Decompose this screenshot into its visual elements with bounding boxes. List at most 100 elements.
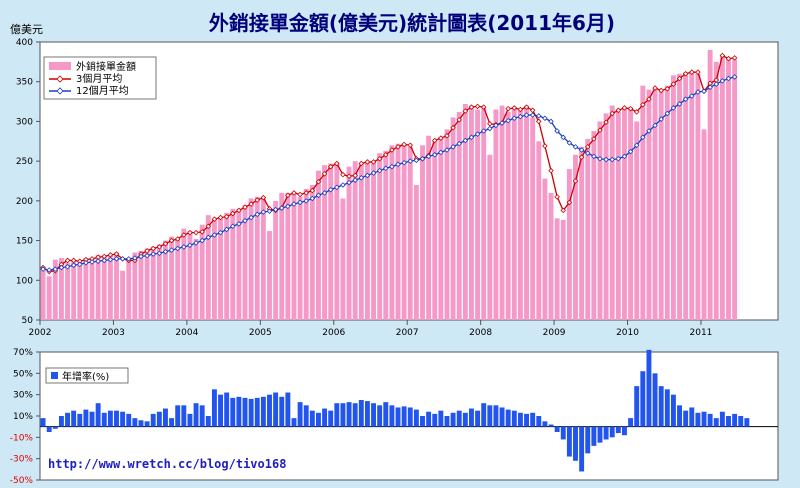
ma12-marker — [389, 163, 395, 170]
ma12-marker — [309, 195, 316, 202]
growth-y-axis: 70% 50% 30% 10% -10% -30% -50% — [10, 348, 40, 486]
export-order-bar — [328, 163, 334, 320]
growth-rate-bar — [554, 426, 560, 432]
ma12-marker — [609, 156, 615, 163]
ma12-marker — [474, 131, 481, 137]
growth-rate-bar — [71, 410, 77, 427]
growth-rate-bar — [517, 412, 523, 427]
export-order-bar — [713, 61, 719, 321]
export-order-bar — [542, 178, 548, 320]
ma12-marker — [187, 242, 193, 249]
ma3-marker — [285, 192, 291, 199]
export-order-bar — [114, 252, 119, 320]
ma3-marker — [689, 69, 695, 75]
growth-rate-bar — [560, 426, 566, 440]
export-order-bar — [615, 111, 621, 321]
growth-rate-bar — [603, 426, 609, 440]
ma3-marker — [615, 107, 622, 114]
growth-rate-bar — [536, 416, 542, 427]
growth-rate-bar — [346, 402, 352, 427]
ma3-marker — [205, 223, 212, 230]
growth-rate-bar — [328, 410, 334, 427]
export-order-bar — [211, 218, 217, 320]
ma3-marker — [554, 194, 560, 200]
ma3-marker — [438, 135, 444, 141]
ma3-marker — [578, 154, 585, 160]
growth-rate-bar — [487, 405, 493, 427]
growth-rate-bar — [77, 413, 83, 427]
growth-rate-bar — [701, 411, 707, 427]
ma12-marker — [707, 84, 713, 91]
growth-rate-bar — [83, 409, 89, 427]
growth-rate-bar — [670, 394, 676, 427]
export-order-bar — [156, 244, 162, 320]
export-order-bar — [107, 254, 113, 320]
export-order-bar — [566, 169, 572, 320]
export-order-bar — [236, 208, 242, 320]
growth-rate-bar — [707, 413, 713, 427]
growth-rate-bar — [224, 392, 230, 427]
growth-rate-bar — [114, 410, 119, 427]
export-order-bar — [444, 129, 450, 320]
growth-rate-bar — [609, 426, 615, 438]
growth-rate-bar — [634, 386, 640, 427]
export-order-bar — [499, 105, 505, 320]
growth-rate-bar — [658, 386, 664, 427]
growth-rate-bar — [248, 398, 254, 427]
growth-rate-bar — [303, 405, 309, 427]
growth-rate-bar — [364, 401, 370, 427]
growth-rate-bar — [89, 411, 95, 427]
export-order-bar — [585, 138, 591, 320]
ma12-marker — [646, 128, 652, 134]
ma3-marker — [725, 55, 732, 62]
ma12-marker — [560, 134, 567, 141]
ma12-marker — [52, 266, 59, 272]
growth-y-tick-label: -10% — [10, 433, 34, 443]
ma12-marker — [566, 140, 573, 146]
ma3-marker — [389, 147, 395, 153]
ma3-marker — [334, 160, 340, 167]
growth-rate-bar — [211, 389, 217, 427]
ma12-marker — [46, 267, 52, 273]
export-order-bar — [677, 73, 682, 321]
growth-rate-bar — [138, 420, 144, 427]
export-order-bar — [707, 49, 713, 320]
ma12-marker — [242, 217, 248, 224]
ma3-marker — [370, 159, 377, 165]
ma3-marker — [303, 190, 309, 196]
export-order-bar — [120, 270, 126, 320]
export-order-bar — [144, 248, 150, 320]
export-order-bar — [493, 109, 499, 320]
export-order-bar — [481, 107, 487, 320]
growth-rate-bar — [187, 413, 193, 427]
ma12-marker — [162, 248, 169, 255]
ma3-marker — [144, 248, 150, 254]
ma3-marker — [652, 85, 658, 91]
export-order-bar — [193, 238, 199, 320]
growth-rate-bar — [444, 416, 450, 427]
ma12-marker — [334, 184, 340, 191]
ma12-marker — [633, 142, 640, 149]
growth-y-tick-label: 70% — [13, 348, 33, 358]
ma3-marker — [297, 191, 303, 198]
growth-rate-bar — [267, 394, 272, 427]
ma3-marker — [713, 77, 720, 83]
ma12-marker — [101, 257, 108, 264]
export-order-bar — [628, 107, 634, 320]
export-order-bar — [371, 161, 376, 320]
ma12-marker — [664, 110, 671, 117]
ma12-marker — [529, 112, 536, 118]
ma12-marker — [554, 128, 560, 134]
export-order-bar — [597, 121, 603, 321]
ma3-marker — [321, 171, 328, 177]
growth-rate-bar — [732, 413, 738, 427]
ma12-marker — [401, 159, 407, 166]
ma12-marker — [211, 232, 218, 238]
ma12-marker — [444, 147, 450, 153]
growth-bar-series — [40, 349, 778, 472]
growth-rate-bar — [738, 416, 744, 427]
main-y-axis: 50 100 150 200 250 300 350 400 — [16, 38, 40, 326]
y-tick-label: 100 — [16, 276, 33, 286]
ma12-marker — [303, 198, 309, 204]
ma3-marker — [658, 87, 664, 94]
